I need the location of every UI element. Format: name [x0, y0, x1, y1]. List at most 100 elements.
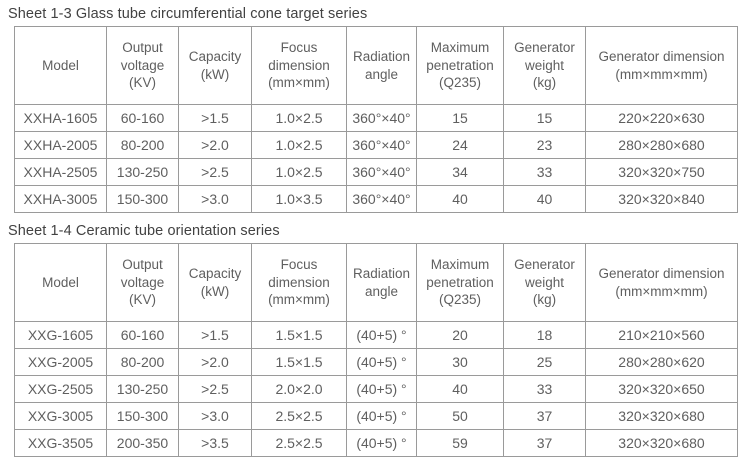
column-header-generator-dimension: Generator dimension (mm×mm×mm) [585, 26, 738, 105]
column-header-generator-weight: Generator weight (kg) [503, 26, 586, 105]
cell-generator-weight: 40 [503, 185, 586, 213]
column-header-radiation-angle: Radiation angle [346, 26, 417, 105]
cell-capacity: >2.5 [178, 375, 252, 403]
column-header-model: Model [14, 26, 107, 105]
cell-generator-weight: 37 [503, 429, 586, 457]
cell-radiation-angle: (40+5) ° [346, 375, 417, 403]
cell-generator-weight: 25 [503, 348, 586, 376]
cell-generator-dimension: 320×320×650 [585, 375, 738, 403]
column-header-generator-dimension: Generator dimension (mm×mm×mm) [585, 243, 738, 322]
table-row: XXG-3005 150-300 >3.0 2.5×2.5 (40+5) ° 50 37 32… [14, 402, 738, 430]
cell-focus-dimension: 1.5×1.5 [251, 321, 347, 349]
table-row: XXG-3505 200-350 >3.5 2.5×2.5 (40+5) ° 59 37 32… [14, 429, 738, 457]
column-header-maximum-penetration: Maximum penetration (Q235) [416, 26, 504, 105]
cell-focus-dimension: 1.0×2.5 [251, 104, 347, 132]
cell-generator-weight: 33 [503, 375, 586, 403]
column-header-maximum-penetration: Maximum penetration (Q235) [416, 243, 504, 322]
cell-radiation-angle: 360°×40° [346, 185, 417, 213]
cell-output-voltage: 60-160 [106, 321, 179, 349]
cell-radiation-angle: 360°×40° [346, 131, 417, 159]
cell-model: XXG-1605 [14, 321, 107, 349]
cell-generator-dimension: 220×220×630 [585, 104, 738, 132]
cell-generator-dimension: 320×320×840 [585, 185, 738, 213]
sheet-1-3-section: Sheet 1-3 Glass tube circumferential con… [0, 0, 750, 213]
cell-model: XXG-3505 [14, 429, 107, 457]
cell-model: XXG-2005 [14, 348, 107, 376]
header-row: Model Output voltage (KV) Capacity (kW) Foc… [14, 243, 738, 322]
cell-model: XXG-3005 [14, 402, 107, 430]
cell-maximum-penetration: 15 [416, 104, 504, 132]
cell-model: XXG-2505 [14, 375, 107, 403]
cell-model: XXHA-2505 [14, 158, 107, 186]
cell-output-voltage: 60-160 [106, 104, 179, 132]
table-row: XXHA-2505 130-250 >2.5 1.0×2.5 360°×40° 34 33 3… [14, 158, 738, 186]
table-title: Sheet 1-4 Ceramic tube orientation serie… [8, 223, 280, 239]
cell-maximum-penetration: 40 [416, 375, 504, 403]
column-header-capacity: Capacity (kW) [178, 26, 252, 105]
cell-radiation-angle: (40+5) ° [346, 321, 417, 349]
cell-radiation-angle: (40+5) ° [346, 429, 417, 457]
table-row: XXHA-1605 60-160 >1.5 1.0×2.5 360°×40° 15 15 22… [14, 104, 738, 132]
cell-capacity: >3.0 [178, 185, 252, 213]
cell-focus-dimension: 1.0×3.5 [251, 185, 347, 213]
cell-maximum-penetration: 40 [416, 185, 504, 213]
column-header-capacity: Capacity (kW) [178, 243, 252, 322]
cell-generator-weight: 37 [503, 402, 586, 430]
cell-capacity: >1.5 [178, 104, 252, 132]
cell-generator-weight: 23 [503, 131, 586, 159]
table-row: XXG-2005 80-200 >2.0 1.5×1.5 (40+5) ° 30 25 280… [14, 348, 738, 376]
cell-focus-dimension: 2.0×2.0 [251, 375, 347, 403]
cell-output-voltage: 80-200 [106, 131, 179, 159]
cell-radiation-angle: (40+5) ° [346, 402, 417, 430]
cell-output-voltage: 130-250 [106, 375, 179, 403]
cell-model: XXHA-1605 [14, 104, 107, 132]
cell-capacity: >2.5 [178, 158, 252, 186]
cell-maximum-penetration: 34 [416, 158, 504, 186]
cell-capacity: >1.5 [178, 321, 252, 349]
cell-maximum-penetration: 30 [416, 348, 504, 376]
spec-table-glass-tube: Model Output voltage (KV) Capacity (kW) Foc… [14, 26, 738, 213]
table-row: XXG-1605 60-160 >1.5 1.5×1.5 (40+5) ° 20 18 210… [14, 321, 738, 349]
cell-maximum-penetration: 24 [416, 131, 504, 159]
cell-focus-dimension: 2.5×2.5 [251, 402, 347, 430]
column-header-radiation-angle: Radiation angle [346, 243, 417, 322]
cell-capacity: >3.5 [178, 429, 252, 457]
cell-output-voltage: 150-300 [106, 402, 179, 430]
column-header-focus-dimension: Focus dimension (mm×mm) [251, 243, 347, 322]
column-header-output-voltage: Output voltage (KV) [106, 26, 179, 105]
cell-output-voltage: 80-200 [106, 348, 179, 376]
cell-capacity: >2.0 [178, 131, 252, 159]
spec-table-ceramic-tube: Model Output voltage (KV) Capacity (kW) Foc… [14, 243, 738, 457]
cell-generator-dimension: 280×280×620 [585, 348, 738, 376]
cell-generator-weight: 18 [503, 321, 586, 349]
cell-generator-dimension: 280×280×680 [585, 131, 738, 159]
sheet-1-4-section: Sheet 1-4 Ceramic tube orientation serie… [0, 213, 750, 457]
column-header-generator-weight: Generator weight (kg) [503, 243, 586, 322]
column-header-focus-dimension: Focus dimension (mm×mm) [251, 26, 347, 105]
cell-maximum-penetration: 59 [416, 429, 504, 457]
column-header-model: Model [14, 243, 107, 322]
cell-focus-dimension: 1.0×2.5 [251, 158, 347, 186]
header-row: Model Output voltage (KV) Capacity (kW) Foc… [14, 26, 738, 105]
column-header-output-voltage: Output voltage (KV) [106, 243, 179, 322]
cell-radiation-angle: 360°×40° [346, 158, 417, 186]
cell-focus-dimension: 1.0×2.5 [251, 131, 347, 159]
cell-model: XXHA-3005 [14, 185, 107, 213]
cell-radiation-angle: (40+5) ° [346, 348, 417, 376]
cell-capacity: >3.0 [178, 402, 252, 430]
cell-generator-weight: 33 [503, 158, 586, 186]
cell-capacity: >2.0 [178, 348, 252, 376]
cell-generator-dimension: 320×320×750 [585, 158, 738, 186]
cell-output-voltage: 200-350 [106, 429, 179, 457]
table-row: XXG-2505 130-250 >2.5 2.0×2.0 (40+5) ° 40 33 32… [14, 375, 738, 403]
table-row: XXHA-3005 150-300 >3.0 1.0×3.5 360°×40° 40 40 3… [14, 185, 738, 213]
table-title: Sheet 1-3 Glass tube circumferential con… [8, 6, 368, 22]
cell-focus-dimension: 1.5×1.5 [251, 348, 347, 376]
cell-generator-dimension: 320×320×680 [585, 402, 738, 430]
cell-model: XXHA-2005 [14, 131, 107, 159]
cell-focus-dimension: 2.5×2.5 [251, 429, 347, 457]
cell-maximum-penetration: 20 [416, 321, 504, 349]
cell-output-voltage: 150-300 [106, 185, 179, 213]
cell-radiation-angle: 360°×40° [346, 104, 417, 132]
